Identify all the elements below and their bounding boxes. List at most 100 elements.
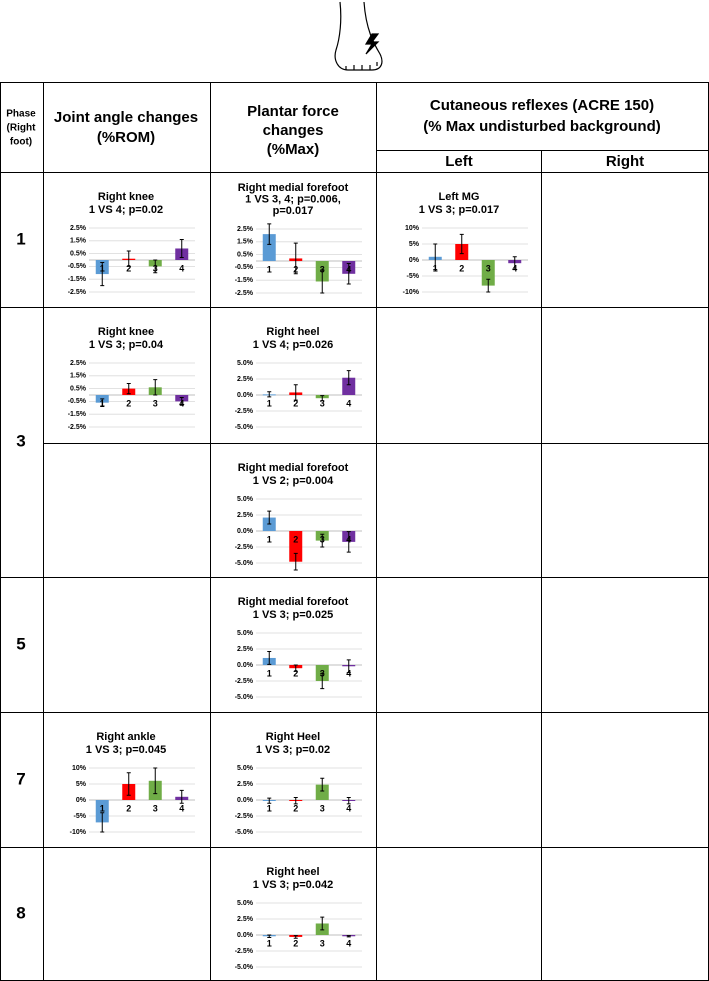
x-tick-label: 4	[179, 398, 184, 408]
y-tick-label: 0.5%	[70, 250, 87, 257]
x-tick-label: 4	[346, 668, 351, 678]
header-phase: foot)	[10, 137, 32, 148]
y-tick-label: 1.5%	[70, 373, 87, 380]
error-bar	[320, 916, 325, 931]
x-tick-label: 2	[126, 263, 131, 273]
table-grid	[0, 82, 709, 981]
error-bar	[293, 552, 298, 571]
chart-title: 1 VS 3; p=0.04	[89, 339, 164, 351]
x-tick-label: 4	[179, 263, 184, 273]
y-tick-label: 5.0%	[237, 900, 254, 907]
x-tick-label: 2	[293, 803, 298, 813]
error-bar	[346, 796, 351, 805]
x-tick-label: 4	[346, 534, 351, 544]
error-bar	[346, 659, 351, 674]
header-plantar: Plantar force	[247, 103, 339, 120]
y-tick-label: -1.5%	[68, 411, 87, 418]
y-tick-label: 0.0%	[237, 528, 254, 535]
header-plantar: changes	[263, 122, 324, 139]
chart-title: 1 VS 3, 4; p=0.006,	[245, 193, 341, 205]
chart-title: Right knee	[98, 326, 154, 338]
y-tick-label: 1.5%	[70, 238, 87, 245]
error-bar	[346, 531, 351, 553]
chart-title: Right medial forefoot	[238, 182, 349, 194]
error-bar	[267, 391, 272, 398]
error-bar	[153, 379, 158, 396]
y-tick-label: -10%	[70, 829, 87, 836]
error-bar	[100, 398, 105, 408]
y-tick-label: -0.5%	[235, 264, 254, 271]
error-bar	[433, 243, 438, 271]
y-tick-label: 2.5%	[237, 376, 254, 383]
x-tick-label: 1	[267, 398, 272, 408]
y-tick-label: 0.0%	[237, 392, 254, 399]
error-bar	[320, 777, 325, 792]
chart-title: 1 VS 3; p=0.045	[86, 744, 166, 756]
y-tick-label: -5%	[407, 273, 420, 280]
chart-title: Right heel	[266, 866, 319, 878]
y-tick-label: -2.5%	[235, 813, 254, 820]
x-tick-label: 4	[512, 263, 517, 273]
x-tick-label: 1	[433, 263, 438, 273]
y-tick-label: 10%	[72, 765, 87, 772]
y-tick-label: -5.0%	[235, 424, 254, 431]
y-tick-label: 5.0%	[237, 765, 254, 772]
y-tick-label: 0%	[409, 257, 420, 264]
y-tick-label: 10%	[405, 225, 420, 232]
x-tick-label: 1	[100, 803, 105, 813]
y-tick-label: 2.5%	[237, 781, 254, 788]
x-tick-label: 2	[293, 938, 298, 948]
chart-title: 1 VS 2; p=0.004	[253, 475, 334, 487]
bar	[342, 377, 356, 395]
y-tick-label: -5.0%	[235, 964, 254, 971]
x-tick-label: 2	[293, 398, 298, 408]
header-joint: Joint angle changes	[54, 109, 198, 126]
x-tick-label: 1	[267, 938, 272, 948]
chart-title: 1 VS 3; p=0.042	[253, 879, 333, 891]
chart-title: Right knee	[98, 191, 154, 203]
x-tick-label: 1	[267, 534, 272, 544]
y-tick-label: -0.5%	[68, 263, 87, 270]
error-bar	[267, 797, 272, 804]
error-bar	[293, 935, 298, 939]
x-tick-label: 1	[267, 264, 272, 274]
y-tick-label: 5.0%	[237, 630, 254, 637]
chart-title: 1 VS 4; p=0.026	[253, 339, 333, 351]
error-bar	[293, 796, 298, 805]
y-tick-label: -5.0%	[235, 560, 254, 567]
x-tick-label: 3	[153, 263, 158, 273]
error-bar	[320, 533, 325, 548]
error-bar	[346, 263, 351, 285]
y-tick-label: 5%	[409, 241, 420, 248]
y-tick-label: -2.5%	[68, 424, 87, 431]
y-tick-label: -1.5%	[235, 277, 254, 284]
y-tick-label: -5%	[74, 813, 87, 820]
header-right: Right	[606, 153, 644, 170]
error-bar	[179, 239, 184, 258]
x-tick-label: 3	[486, 263, 491, 273]
y-tick-label: 0.0%	[237, 662, 254, 669]
y-tick-label: -2.5%	[235, 678, 254, 685]
chart-title: Right heel	[266, 326, 319, 338]
y-tick-label: -2.5%	[235, 290, 254, 297]
y-tick-label: 2.5%	[237, 226, 254, 233]
error-bar	[346, 935, 351, 938]
x-tick-label: 3	[320, 398, 325, 408]
y-tick-label: 0.5%	[70, 385, 87, 392]
chart-title: 1 VS 3; p=0.017	[419, 204, 499, 216]
y-tick-label: 0%	[76, 797, 87, 804]
error-bar	[346, 370, 351, 386]
error-bar	[179, 397, 184, 406]
error-bar	[293, 242, 298, 275]
y-tick-label: 2.5%	[237, 646, 254, 653]
header-left: Left	[445, 153, 473, 170]
chart-title: Right ankle	[96, 731, 155, 743]
chart-title: 1 VS 3; p=0.02	[256, 744, 330, 756]
y-tick-label: -2.5%	[68, 289, 87, 296]
y-tick-label: 5.0%	[237, 496, 254, 503]
x-tick-label: 2	[459, 263, 464, 273]
error-bar	[100, 812, 105, 833]
y-tick-label: 2.5%	[237, 916, 254, 923]
bar	[289, 531, 303, 562]
x-tick-label: 4	[179, 803, 184, 813]
